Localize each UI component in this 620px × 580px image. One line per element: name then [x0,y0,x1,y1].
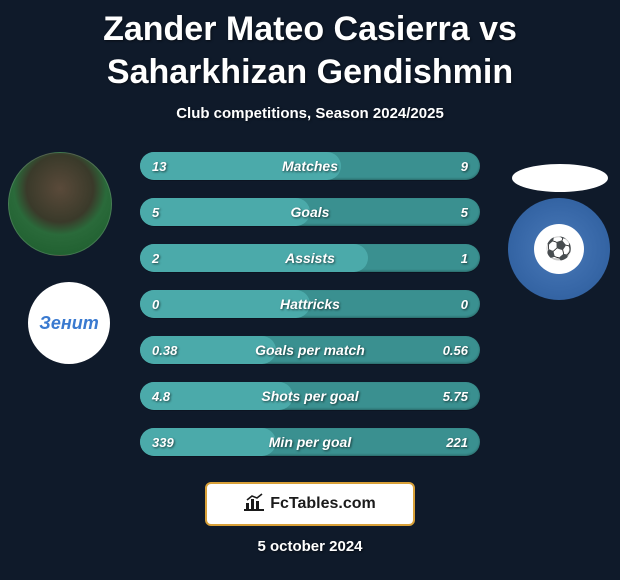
stat-value-right: 0.56 [443,336,468,364]
stat-bars: 13Matches9 5Goals5 2Assists1 0Hattricks0 0.3… [140,152,480,456]
footer-date: 5 october 2024 [0,538,620,555]
stat-bar: 2Assists1 [140,244,480,272]
chart-icon [244,493,264,516]
stat-label: Min per goal [140,428,480,456]
site-name: FcTables.com [270,495,376,513]
stat-value-right: 1 [461,244,468,272]
player-right-avatar [512,164,608,192]
stat-value-right: 221 [446,428,468,456]
stat-label: Matches [140,152,480,180]
page-title: Zander Mateo Casierra vs Saharkhizan Gen… [0,0,620,93]
club-right-logo: ⚽ [508,198,610,300]
club-left-text: Зенит [39,313,98,334]
soccer-ball-icon: ⚽ [534,224,584,274]
stat-value-right: 9 [461,152,468,180]
site-badge: FcTables.com [205,482,415,526]
stat-label: Goals [140,198,480,226]
stat-label: Shots per goal [140,382,480,410]
stat-value-right: 5 [461,198,468,226]
stat-label: Goals per match [140,336,480,364]
comparison-content: Зенит ⚽ 13Matches9 5Goals5 2Assists1 0Hattr… [0,152,620,555]
stat-bar: 5Goals5 [140,198,480,226]
stat-value-right: 5.75 [443,382,468,410]
page-subtitle: Club competitions, Season 2024/2025 [0,105,620,122]
stat-bar: 339Min per goal221 [140,428,480,456]
stat-label: Assists [140,244,480,272]
stat-bar: 0.38Goals per match0.56 [140,336,480,364]
club-left-logo: Зенит [28,282,110,364]
stat-label: Hattricks [140,290,480,318]
stat-bar: 4.8Shots per goal5.75 [140,382,480,410]
player-left-avatar [8,152,112,256]
stat-value-right: 0 [461,290,468,318]
stat-bar: 0Hattricks0 [140,290,480,318]
stat-bar: 13Matches9 [140,152,480,180]
